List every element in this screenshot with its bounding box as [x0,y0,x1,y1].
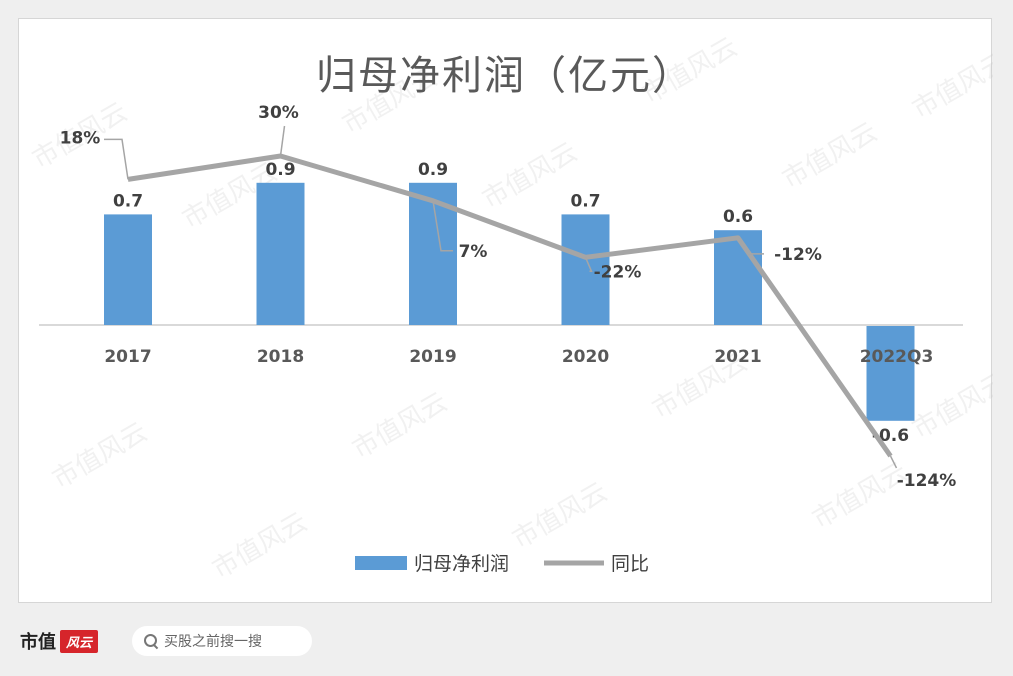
line-label-leader [432,200,453,252]
line-label-leader [104,138,129,180]
line-value-label: 7% [459,242,488,262]
line-label-leader [889,455,898,469]
watermark-text: 市值风云 [208,507,313,585]
brand-badge: 风云 [60,629,99,653]
category-label: 2022Q3 [860,347,934,367]
line-value-label: 18% [60,128,101,148]
bar-value-label: 0.9 [418,160,448,180]
bar-2022Q3 [866,326,915,421]
line-series-yoy [127,153,893,458]
line-label-leader [279,125,286,157]
line-value-label: 30% [258,103,299,123]
watermark-text: 市值风云 [348,387,453,465]
bar-value-label: 0.7 [570,191,600,211]
legend-label-line: 同比 [611,553,649,575]
bar-2017 [104,214,152,325]
brand-text: 市值 [20,632,56,653]
watermark-text: 市值风云 [478,137,583,215]
line-value-label: -12% [774,245,822,265]
watermark-text: 市值风云 [778,117,883,195]
line-value-label: -22% [594,262,642,282]
category-label: 2018 [257,347,304,367]
bar-value-label: 0.9 [265,160,295,180]
category-label: 2019 [409,347,456,367]
bar-2018 [256,182,305,325]
brand-logo[interactable]: 市值 风云 [20,628,99,654]
watermark-text: 市值风云 [908,367,994,445]
watermark-text: 市值风云 [808,457,913,535]
line-label-leader [584,257,593,273]
chart-title: 归母净利润（亿元） [316,53,694,99]
category-label: 2020 [562,347,609,367]
legend-label-bar: 归母净利润 [414,553,509,575]
bar-value-label: 0.6 [723,207,753,227]
line-label-leader [737,237,764,255]
watermark-text: 市值风云 [48,417,153,495]
category-label: 2021 [714,347,761,367]
bar-value-label: 0.7 [113,191,143,211]
bar-2020 [561,214,610,325]
chart-frame: 市值风云 市值风云 市值风云 市值风云 市值风云 市值风云 市值风云 市值风云 市值风云 市值风云… [18,18,994,603]
search-placeholder: 买股之前搜一搜 [164,634,262,650]
category-label: 2017 [104,347,151,367]
legend-swatch-bar [355,556,407,570]
search-icon [144,634,158,648]
search-input[interactable]: 买股之前搜一搜 [132,626,312,656]
line-value-label: -124% [897,471,957,491]
bar-2021 [714,230,762,325]
footer-bar: 市值 风云 买股之前搜一搜 [0,618,1013,670]
watermark-text: 市值风云 [508,477,613,555]
